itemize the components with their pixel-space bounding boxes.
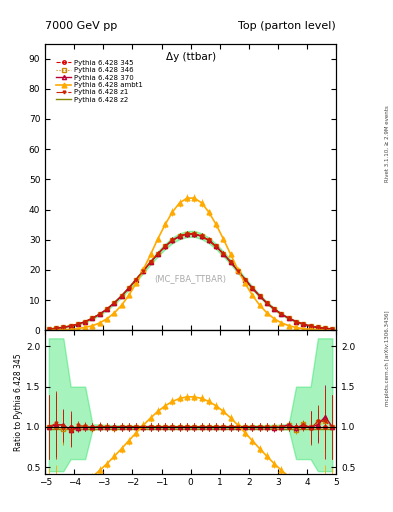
Legend: Pythia 6.428 345, Pythia 6.428 346, Pythia 6.428 370, Pythia 6.428 ambt1, Pythia: Pythia 6.428 345, Pythia 6.428 346, Pyth… [55,58,144,104]
Text: Δy (ttbar): Δy (ttbar) [165,52,216,62]
Text: (MC_FBA_TTBAR): (MC_FBA_TTBAR) [154,274,227,283]
Y-axis label: Ratio to Pythia 6.428 345: Ratio to Pythia 6.428 345 [14,353,23,451]
Text: Top (parton level): Top (parton level) [238,20,336,31]
Text: 7000 GeV pp: 7000 GeV pp [45,20,118,31]
Text: mcplots.cern.ch [arXiv:1306.3436]: mcplots.cern.ch [arXiv:1306.3436] [385,311,389,406]
Text: Rivet 3.1.10, ≥ 2.9M events: Rivet 3.1.10, ≥ 2.9M events [385,105,389,182]
